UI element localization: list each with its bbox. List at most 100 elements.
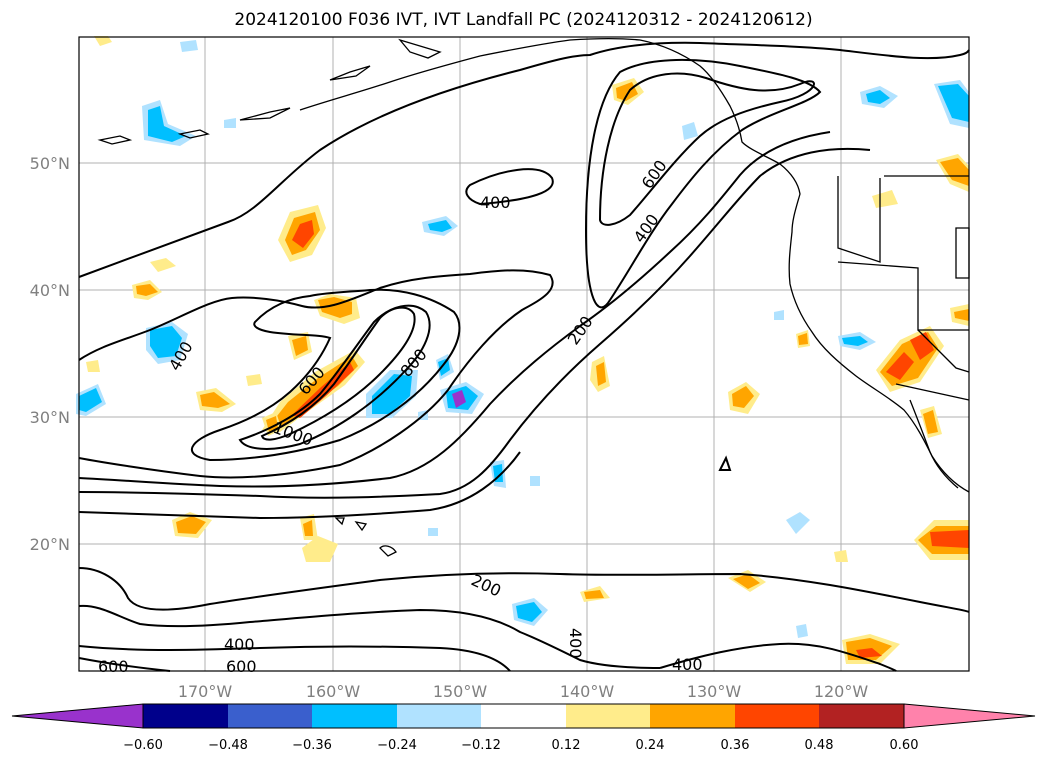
ivt-contour-200-b xyxy=(78,451,521,520)
colorbar-segment xyxy=(481,704,566,728)
pc-patch xyxy=(682,122,698,140)
pc-patch xyxy=(786,512,810,534)
pc-patch xyxy=(866,90,890,104)
ivt-contour-200-south xyxy=(78,567,970,613)
map-area xyxy=(79,37,969,671)
pc-patch xyxy=(148,106,186,142)
pc-patch xyxy=(733,574,760,589)
pc-patch xyxy=(200,392,230,408)
lon-tick-label: 170°W xyxy=(178,682,233,701)
colorbar-segment xyxy=(566,704,650,728)
ivt-contour-small xyxy=(718,455,732,471)
pc-patch xyxy=(530,476,540,486)
map-title: 2024120100 F036 IVT, IVT Landfall PC (20… xyxy=(234,10,813,30)
pc-patch xyxy=(774,310,784,320)
ivt-contour-600-north xyxy=(598,72,815,226)
pc-patch xyxy=(150,326,182,358)
ivt-contour-600-south xyxy=(78,645,511,672)
colorbar-tick-label: −0.60 xyxy=(123,738,163,753)
coastline-north-america xyxy=(299,37,970,493)
pc-patch xyxy=(438,358,450,376)
pc-patch xyxy=(292,220,314,248)
pc-patch xyxy=(886,352,914,380)
contour-label: 400 xyxy=(480,193,511,212)
pc-patch xyxy=(842,336,868,346)
lon-tick-label: 150°W xyxy=(433,682,488,701)
pc-patch xyxy=(596,362,606,386)
colorbar-segment xyxy=(397,704,481,728)
alaska-peninsula xyxy=(329,65,371,81)
colorbar-tick-label: 0.12 xyxy=(552,738,581,753)
pc-patch xyxy=(246,374,262,386)
colorbar-outline xyxy=(142,703,905,729)
ivt-contours xyxy=(78,41,970,672)
pc-patch xyxy=(303,520,313,536)
lon-axis: 170°W 160°W 150°W 140°W 130°W 120°W xyxy=(178,682,869,701)
pc-patch xyxy=(732,386,754,408)
ivt-contour-600 xyxy=(190,288,461,462)
pc-patch xyxy=(584,590,604,599)
lat-tick-label: 30°N xyxy=(30,408,70,427)
ivt-contour-200 xyxy=(78,147,871,499)
pc-patch xyxy=(516,602,542,622)
pc-patch xyxy=(224,118,236,128)
pc-patch xyxy=(798,333,808,345)
ivt-contour-400-southeast xyxy=(659,642,897,672)
pc-patch xyxy=(292,336,308,356)
pc-patch xyxy=(493,464,503,482)
pc-patch xyxy=(176,516,206,534)
lat-tick-label: 20°N xyxy=(30,535,70,554)
colorbar-segment xyxy=(650,704,735,728)
lat-tick-label: 40°N xyxy=(30,281,70,300)
contour-label: 600 xyxy=(226,657,257,676)
ivt-contour-400-closed xyxy=(465,168,554,206)
pc-patch xyxy=(930,530,969,548)
pc-patch xyxy=(180,40,198,52)
colorbar-segment xyxy=(735,704,819,728)
kodiak xyxy=(398,38,442,59)
pc-patch xyxy=(94,36,112,46)
colorbar-tick-label: −0.48 xyxy=(208,738,248,753)
graticule xyxy=(79,37,969,671)
contour-label: 400 xyxy=(224,635,255,654)
ivt-contour-1000 xyxy=(260,306,416,441)
island-hawaii xyxy=(379,545,397,557)
colorbar-segment xyxy=(312,704,397,728)
coastline-baja xyxy=(909,399,959,489)
colorbar-tick-label: −0.12 xyxy=(461,738,501,753)
ivt-contour-800 xyxy=(238,304,431,450)
map-border xyxy=(78,36,970,672)
colorbar: −0.60 −0.48 −0.36 −0.24 −0.12 0.12 0.24 … xyxy=(11,703,1036,753)
pc-patch xyxy=(428,528,438,536)
pc-patch xyxy=(136,284,158,296)
pc-patch xyxy=(954,309,969,321)
state-border-nv xyxy=(837,261,969,331)
contour-label: 400 xyxy=(566,628,585,659)
ivt-contour-200-west xyxy=(78,131,831,488)
colorbar-segment xyxy=(143,704,228,728)
lon-tick-label: 120°W xyxy=(814,682,869,701)
pc-patch xyxy=(302,536,338,562)
pc-patch xyxy=(910,332,934,360)
pc-patch xyxy=(796,624,808,638)
colorbar-tick-label: 0.36 xyxy=(721,738,750,753)
lon-tick-label: 130°W xyxy=(687,682,742,701)
lat-tick-label: 50°N xyxy=(30,154,70,173)
aleutians-3 xyxy=(239,107,291,121)
ivt-contour-400-south xyxy=(78,604,661,669)
pc-patch xyxy=(856,648,882,658)
ivt-contour-400 xyxy=(78,269,554,479)
pc-patch xyxy=(150,258,176,272)
colorbar-segment xyxy=(228,704,312,728)
colorbar-tick-label: 0.24 xyxy=(636,738,665,753)
border-us-mexico xyxy=(895,383,970,401)
pc-patch xyxy=(79,388,102,412)
state-border-or-wa xyxy=(837,176,881,263)
lat-axis: 50°N 40°N 30°N 20°N xyxy=(30,154,70,554)
colorbar-tick-label: −0.24 xyxy=(377,738,417,753)
colorbar-tick-label: 0.48 xyxy=(805,738,834,753)
contour-label: 600 xyxy=(98,657,129,676)
lon-tick-label: 140°W xyxy=(560,682,615,701)
ivt-contour-400-north xyxy=(78,41,970,278)
